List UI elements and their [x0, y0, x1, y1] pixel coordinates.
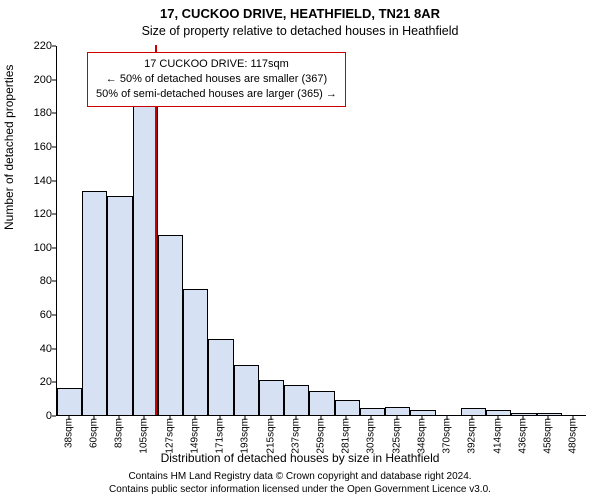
x-tick-mark	[144, 416, 145, 420]
x-tick-label: 193sqm	[240, 418, 251, 454]
x-tick-label: 127sqm	[164, 418, 175, 454]
histogram-bar	[511, 413, 536, 415]
y-tick-mark	[52, 416, 56, 417]
y-tick-mark	[52, 214, 56, 215]
x-tick-label: 215sqm	[265, 418, 276, 454]
x-tick-label: 60sqm	[88, 418, 99, 448]
histogram-bar	[82, 191, 107, 415]
y-tick-label: 40	[12, 343, 52, 355]
y-tick-mark	[52, 113, 56, 114]
x-tick-label: 348sqm	[416, 418, 427, 454]
footer-line-2: Contains public sector information licen…	[0, 484, 600, 497]
y-tick-label: 200	[12, 74, 52, 86]
y-tick-label: 100	[12, 242, 52, 254]
x-tick-mark	[421, 416, 422, 420]
y-tick-mark	[52, 281, 56, 282]
y-tick-mark	[52, 382, 56, 383]
chart-container: 17, CUCKOO DRIVE, HEATHFIELD, TN21 8AR S…	[0, 0, 600, 500]
y-tick-mark	[52, 79, 56, 80]
x-tick-label: 325sqm	[391, 418, 402, 454]
y-tick-label: 20	[12, 376, 52, 388]
histogram-bar	[57, 388, 82, 415]
x-tick-mark	[245, 416, 246, 420]
page-title: 17, CUCKOO DRIVE, HEATHFIELD, TN21 8AR	[0, 6, 600, 21]
x-tick-label: 38sqm	[63, 418, 74, 448]
x-tick-mark	[396, 416, 397, 420]
x-tick-mark	[321, 416, 322, 420]
y-tick-label: 180	[12, 107, 52, 119]
x-tick-mark	[522, 416, 523, 420]
y-tick-mark	[52, 348, 56, 349]
y-tick-label: 140	[12, 175, 52, 187]
x-tick-label: 171sqm	[215, 418, 226, 454]
histogram-bar	[410, 410, 435, 415]
x-tick-mark	[295, 416, 296, 420]
histogram-bar	[537, 413, 562, 415]
info-line-3: 50% of semi-detached houses are larger (…	[96, 87, 337, 102]
y-tick-mark	[52, 180, 56, 181]
histogram-bar	[234, 365, 259, 415]
y-tick-label: 120	[12, 208, 52, 220]
histogram-bar	[158, 235, 183, 415]
histogram-bar	[360, 408, 385, 415]
histogram-bar	[461, 408, 486, 415]
x-tick-label: 303sqm	[366, 418, 377, 454]
x-tick-label: 370sqm	[442, 418, 453, 454]
histogram-bar	[309, 391, 334, 415]
x-tick-mark	[68, 416, 69, 420]
y-tick-mark	[52, 146, 56, 147]
x-tick-label: 281sqm	[341, 418, 352, 454]
x-tick-label: 436sqm	[517, 418, 528, 454]
y-tick-label: 220	[12, 40, 52, 52]
x-tick-label: 414sqm	[492, 418, 503, 454]
x-tick-label: 458sqm	[543, 418, 554, 454]
histogram-bar	[259, 380, 284, 415]
y-tick-mark	[52, 315, 56, 316]
page-subtitle: Size of property relative to detached ho…	[0, 24, 600, 38]
x-tick-label: 149sqm	[189, 418, 200, 454]
x-tick-label: 259sqm	[316, 418, 327, 454]
x-tick-mark	[194, 416, 195, 420]
x-tick-mark	[447, 416, 448, 420]
x-tick-mark	[220, 416, 221, 420]
y-tick-label: 160	[12, 141, 52, 153]
footer-line-1: Contains HM Land Registry data © Crown c…	[0, 471, 600, 484]
x-tick-label: 237sqm	[290, 418, 301, 454]
histogram-bar	[385, 407, 410, 415]
info-line-2: ← 50% of detached houses are smaller (36…	[96, 72, 337, 87]
y-tick-mark	[52, 46, 56, 47]
x-tick-mark	[472, 416, 473, 420]
info-line-1: 17 CUCKOO DRIVE: 117sqm	[96, 57, 337, 72]
x-tick-mark	[346, 416, 347, 420]
x-tick-label: 392sqm	[467, 418, 478, 454]
histogram-bar	[335, 400, 360, 415]
histogram-bar	[284, 385, 309, 415]
x-tick-mark	[497, 416, 498, 420]
x-tick-label: 105sqm	[139, 418, 150, 454]
histogram-bar	[107, 196, 132, 415]
x-tick-label: 480sqm	[568, 418, 579, 454]
plot-area: 17 CUCKOO DRIVE: 117sqm ← 50% of detache…	[56, 46, 586, 416]
y-tick-label: 60	[12, 309, 52, 321]
x-tick-mark	[119, 416, 120, 420]
y-tick-mark	[52, 247, 56, 248]
x-tick-mark	[573, 416, 574, 420]
x-tick-mark	[270, 416, 271, 420]
x-tick-mark	[548, 416, 549, 420]
info-box: 17 CUCKOO DRIVE: 117sqm ← 50% of detache…	[87, 52, 346, 107]
y-tick-label: 0	[12, 410, 52, 422]
x-tick-mark	[169, 416, 170, 420]
histogram-bar	[183, 289, 208, 415]
footer-text: Contains HM Land Registry data © Crown c…	[0, 471, 600, 496]
histogram-bar	[208, 339, 233, 415]
histogram-bar	[486, 410, 511, 415]
x-tick-mark	[371, 416, 372, 420]
x-tick-label: 83sqm	[114, 418, 125, 448]
y-tick-label: 80	[12, 275, 52, 287]
x-tick-mark	[93, 416, 94, 420]
